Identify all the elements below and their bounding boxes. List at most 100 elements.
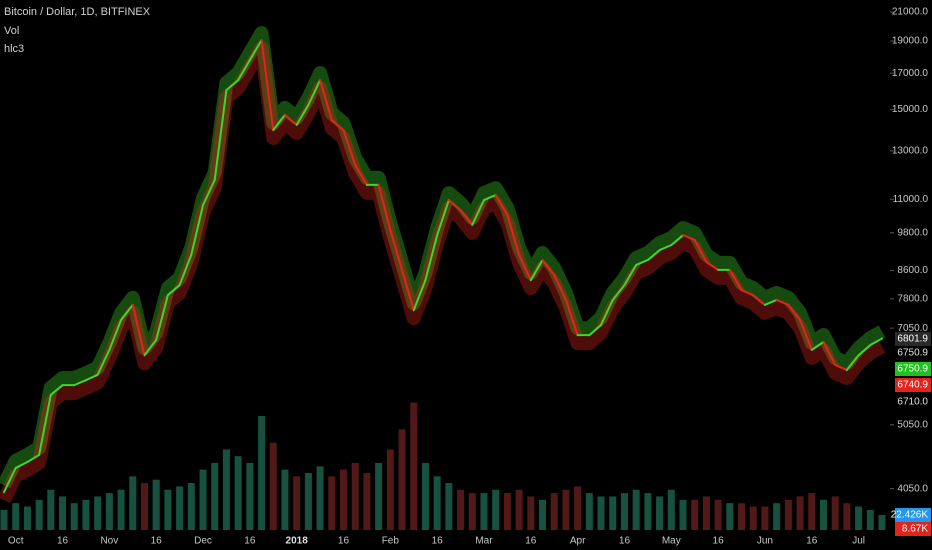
price-segment	[354, 164, 368, 186]
price-segment	[506, 213, 521, 256]
price-badge-label: 6750.9	[897, 348, 928, 359]
volume-bar	[726, 503, 734, 530]
y-tick-label: 7050.0	[897, 323, 928, 334]
y-tick-label: 5050.0	[897, 419, 928, 430]
volume-bar	[562, 489, 570, 530]
volume-bar	[878, 514, 886, 530]
axis-layer: 4050.0 5050.0 7050.0 7800.0 8600.0 9800.0 1100…	[8, 7, 931, 547]
volume-bar	[632, 489, 640, 530]
price-segment	[260, 39, 275, 132]
x-tick-label: 16	[338, 536, 350, 547]
volume-bar	[738, 503, 746, 530]
price-badge-label: 6801.9	[897, 334, 928, 345]
volume-bar	[819, 499, 827, 530]
y-tick-label: 21000.0	[892, 7, 929, 18]
legend: Bitcoin / Dollar, 1D, BITFINEX Vol hlc3	[4, 6, 151, 55]
price-segment	[14, 461, 29, 469]
volume-bar	[12, 503, 20, 530]
volume-bar	[527, 496, 535, 530]
volume-bar	[445, 483, 453, 530]
price-segment	[248, 39, 263, 62]
volume-bar	[503, 493, 511, 530]
price-badge	[895, 522, 931, 536]
price-segment	[26, 453, 41, 464]
volume-bar	[269, 442, 277, 530]
y-tick-label: 13000.0	[892, 146, 929, 157]
price-segment	[412, 279, 427, 312]
volume-bar	[550, 493, 558, 530]
volume-bar	[129, 476, 137, 530]
y-tick-label: 17000.0	[892, 68, 929, 79]
price-segment	[635, 258, 649, 266]
volume-bar	[539, 499, 547, 530]
volume-bar	[246, 462, 254, 530]
price-segment	[471, 199, 485, 226]
x-tick-label: 2018	[286, 536, 309, 547]
price-segment	[84, 373, 99, 382]
legend-entry[interactable]: Vol	[4, 25, 19, 37]
x-tick-label: Dec	[194, 536, 212, 547]
price-segment	[646, 249, 661, 261]
price-segment	[96, 348, 111, 376]
price-segment	[459, 209, 474, 226]
price-badge	[895, 508, 931, 522]
volume-bar	[59, 496, 67, 530]
price-segment	[658, 244, 673, 252]
volume-bar	[47, 489, 55, 530]
y-tick-label: 11000.0	[893, 194, 929, 205]
volume-bar	[23, 506, 31, 530]
price-segment	[518, 253, 532, 282]
price-segment	[763, 298, 778, 306]
volume-bar	[855, 506, 863, 530]
volume-bar	[293, 476, 301, 530]
price-segment	[225, 79, 240, 92]
legend-entry[interactable]: hlc3	[4, 43, 24, 55]
price-segment	[529, 258, 544, 282]
price-segment	[553, 273, 567, 301]
price-segment	[330, 119, 345, 132]
volume-bar	[597, 496, 605, 530]
price-segment	[822, 340, 837, 366]
price-segment	[681, 234, 696, 241]
volume-bar	[457, 489, 465, 530]
volume-bar	[316, 466, 324, 530]
price-segment	[600, 298, 614, 326]
price-segment	[307, 79, 322, 107]
price-segment	[283, 113, 298, 126]
x-tick-label: Jun	[757, 536, 773, 547]
volume-bar	[164, 489, 172, 530]
y-tick-label: 4050.0	[897, 483, 928, 494]
price-badge-label: 6710.0	[897, 397, 928, 408]
y-tick-label: 7800.0	[897, 293, 928, 304]
price-segment	[611, 284, 626, 301]
price-segment	[295, 104, 310, 126]
price-segment	[482, 194, 497, 202]
price-segment	[38, 393, 52, 456]
volume-layer	[0, 402, 886, 530]
price-badge	[895, 362, 931, 376]
volume-bar	[363, 472, 371, 530]
price-segment	[623, 263, 638, 287]
volume-bar	[0, 509, 8, 530]
price-segment	[120, 303, 134, 322]
volume-bar	[82, 499, 90, 530]
price-segment	[49, 384, 64, 396]
price-segment	[693, 238, 708, 263]
price-segment	[213, 89, 228, 181]
volume-bar	[304, 472, 312, 530]
price-segment	[3, 466, 17, 494]
price-segment	[190, 204, 205, 256]
price-segment	[401, 268, 415, 312]
x-tick-label: Feb	[382, 536, 400, 547]
price-segment	[389, 229, 404, 271]
price-segment	[237, 59, 251, 82]
volume-bar	[433, 476, 441, 530]
x-tick-label: Mar	[475, 536, 493, 547]
y-tick-label: 15000.0	[892, 104, 929, 115]
price-segment	[728, 268, 743, 292]
price-segment	[705, 260, 720, 271]
volume-bar	[749, 506, 757, 530]
volume-bar	[152, 479, 160, 530]
